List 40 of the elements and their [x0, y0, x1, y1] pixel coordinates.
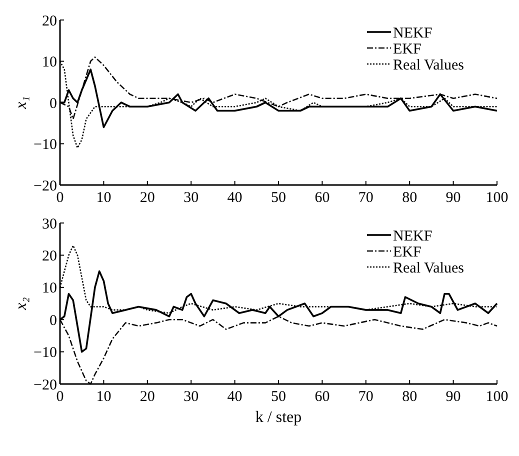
y-tick-label: −10 — [34, 137, 57, 153]
legend-label: EKF — [393, 244, 422, 260]
x-tick-label: 30 — [184, 389, 199, 405]
x-axis-title: k / step — [255, 409, 302, 426]
x-tick-label: 10 — [96, 389, 112, 405]
x-tick-label: 70 — [358, 389, 374, 405]
y-axis-title: x₁ — [13, 96, 30, 110]
legend-label: EKF — [393, 41, 422, 58]
y-tick-label: −20 — [34, 178, 57, 194]
x-tick-label: 10 — [96, 190, 112, 206]
y-tick-label: 0 — [50, 96, 57, 112]
legend-label: NEKF — [393, 228, 432, 244]
y-tick-label: −20 — [34, 377, 57, 394]
y-tick-label: 20 — [42, 13, 57, 30]
x-tick-label: 80 — [402, 389, 418, 405]
x-tick-label: 40 — [227, 190, 242, 206]
y-tick-label: −10 — [34, 345, 57, 362]
x-tick-label: 90 — [446, 190, 461, 206]
x-tick-label: 100 — [486, 190, 508, 206]
x-tick-label: 80 — [402, 190, 418, 206]
x-tick-label: 70 — [358, 190, 374, 206]
y-axis-title: x₂ — [13, 296, 30, 311]
x-tick-label: 40 — [227, 389, 242, 405]
legend-label: NEKF — [393, 25, 432, 42]
x-tick-label: 50 — [271, 389, 286, 405]
x-tick-label: 20 — [140, 389, 155, 405]
x-tick-label: 60 — [314, 389, 330, 405]
legend-label: Real Values — [393, 57, 464, 74]
legend-label: Real Values — [393, 260, 464, 276]
y-tick-label: 10 — [42, 54, 57, 70]
x-tick-label: 30 — [184, 190, 199, 206]
x-tick-label: 100 — [486, 389, 508, 405]
y-tick-label: 10 — [42, 280, 57, 297]
x-tick-label: 50 — [271, 190, 286, 206]
x-tick-label: 20 — [140, 190, 155, 206]
x-tick-label: 90 — [446, 389, 461, 405]
y-tick-label: 20 — [42, 248, 57, 264]
y-tick-label: 30 — [42, 216, 57, 232]
y-tick-label: 0 — [50, 312, 57, 329]
x-tick-label: 60 — [314, 190, 330, 206]
